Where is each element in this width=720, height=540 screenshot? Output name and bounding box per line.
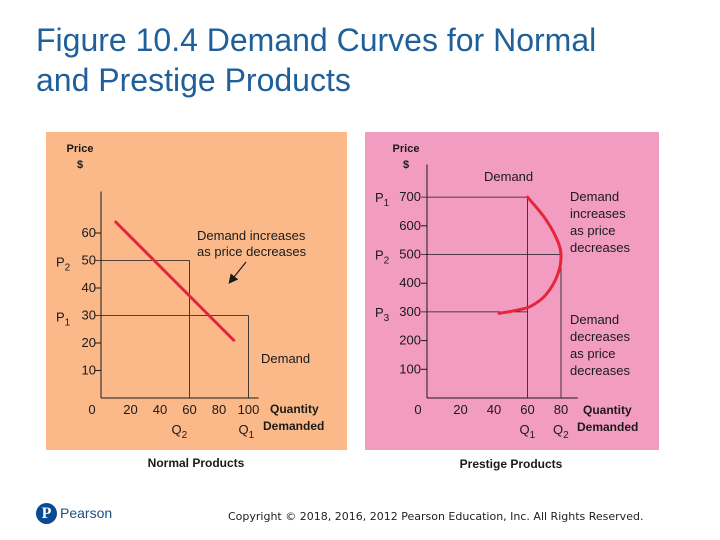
normal-x-axis-label-line-2: Demanded (263, 419, 324, 433)
prestige-x-tick-label-40: 40 (487, 402, 501, 417)
normal-quantity-label-q2: Q2 (172, 422, 188, 441)
prestige-quantity-label-q1: Q1 (520, 422, 536, 441)
prestige-y-tick-label-600: 600 (399, 218, 421, 233)
prestige-lower-note-line-3: as price (570, 346, 616, 361)
prestige-y-axis-label-line-1: Price (393, 143, 420, 155)
prestige-lower-note-line-4: decreases (570, 363, 630, 378)
prestige-x-tick-label-60: 60 (520, 402, 534, 417)
prestige-y-axis-label-line-2: $ (403, 159, 409, 171)
prestige-upper-note-line-2: increases (570, 206, 626, 221)
normal-panel-caption: Normal Products (148, 456, 245, 470)
prestige-price-label-p3: P3 (375, 305, 390, 324)
normal-demand-label: Demand (261, 351, 310, 366)
prestige-demand-curve (497, 195, 563, 315)
prestige-lower-note-line-2: decreases (570, 329, 630, 344)
normal-products-panel: Price $ Quantity Demanded 10 20 30 40 50 60 0 20 40 6… (46, 132, 347, 470)
prestige-y-tick-label-300: 300 (399, 304, 421, 319)
normal-y-axis-label-line-2: $ (77, 159, 83, 171)
slide-title-line-2: and Prestige Products (36, 62, 351, 98)
normal-note-arrow (228, 261, 247, 284)
prestige-demand-label: Demand (484, 169, 533, 184)
normal-panel-background (46, 132, 347, 450)
prestige-upper-note-line-4: decreases (570, 240, 630, 255)
normal-y-axis-label-line-1: Price (67, 143, 94, 155)
normal-price-label-p2: P2 (56, 255, 71, 274)
normal-x-axis-label-line-1: Quantity (270, 402, 319, 416)
prestige-x-axis-label-line-1: Quantity (583, 403, 632, 417)
normal-note-line-1: Demand increases (197, 228, 306, 243)
normal-x-tick-label-80: 80 (212, 402, 226, 417)
normal-y-tick-label-30: 30 (82, 308, 96, 323)
copyright-notice: Copyright © 2018, 2016, 2012 Pearson Edu… (228, 510, 644, 523)
prestige-upper-note-line-3: as price (570, 223, 616, 238)
prestige-x-tick-label-20: 20 (453, 402, 467, 417)
prestige-lower-note-line-1: Demand (570, 312, 619, 327)
prestige-panel-background (365, 132, 659, 450)
slide-title: Figure 10.4 Demand Curves for Normal and… (36, 20, 706, 100)
prestige-y-tick-label-400: 400 (399, 275, 421, 290)
pearson-logo-icon: P (36, 503, 57, 524)
normal-x-tick-label-100: 100 (238, 402, 260, 417)
prestige-panel-caption: Prestige Products (460, 457, 563, 471)
prestige-price-label-p1: P1 (375, 190, 390, 209)
slide-title-line-1: Figure 10.4 Demand Curves for Normal (36, 22, 597, 58)
normal-quantity-label-q1: Q1 (239, 422, 255, 441)
prestige-x-tick-label-0: 0 (414, 402, 421, 417)
normal-demand-curve (114, 220, 236, 342)
prestige-y-tick-label-100: 100 (399, 361, 421, 376)
prestige-price-label-p2: P2 (375, 248, 390, 267)
prestige-y-tick-label-200: 200 (399, 333, 421, 348)
prestige-x-axis-label-line-2: Demanded (577, 420, 638, 434)
prestige-y-tick-label-500: 500 (399, 247, 421, 262)
normal-x-tick-label-20: 20 (123, 402, 137, 417)
prestige-products-panel: Price$QuantityDemanded100200300400500600… (365, 132, 659, 471)
normal-y-tick-label-20: 20 (82, 335, 96, 350)
normal-y-tick-label-10: 10 (82, 363, 96, 378)
prestige-x-tick-label-80: 80 (554, 402, 568, 417)
prestige-quantity-label-q2: Q2 (553, 422, 569, 441)
normal-x-tick-label-0: 0 (88, 402, 95, 417)
prestige-upper-note-line-1: Demand (570, 189, 619, 204)
normal-note-line-2: as price decreases (197, 244, 307, 259)
normal-y-tick-label-50: 50 (82, 253, 96, 268)
normal-y-tick-label-60: 60 (82, 225, 96, 240)
normal-price-label-p1: P1 (56, 310, 71, 329)
prestige-y-tick-label-700: 700 (399, 189, 421, 204)
normal-x-tick-label-40: 40 (153, 402, 167, 417)
pearson-logo-text: Pearson (60, 505, 113, 521)
normal-x-tick-label-60: 60 (182, 402, 196, 417)
normal-y-tick-label-40: 40 (82, 280, 96, 295)
